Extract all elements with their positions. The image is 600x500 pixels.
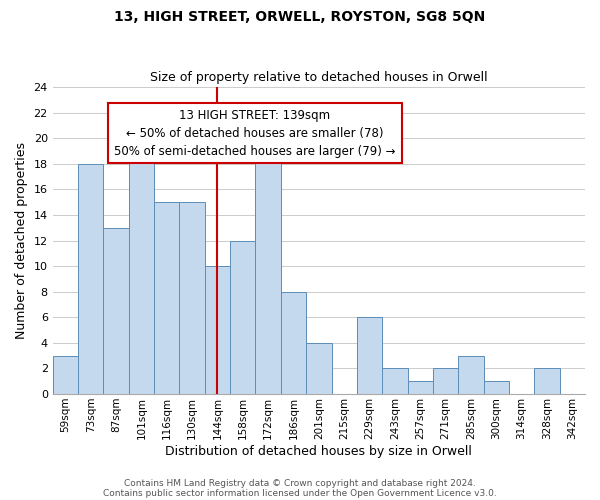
Bar — [78, 164, 103, 394]
Bar — [103, 228, 129, 394]
Bar — [129, 151, 154, 394]
Bar — [407, 382, 433, 394]
Text: 13 HIGH STREET: 139sqm
← 50% of detached houses are smaller (78)
50% of semi-det: 13 HIGH STREET: 139sqm ← 50% of detached… — [114, 108, 396, 158]
Bar — [306, 343, 332, 394]
Text: Contains HM Land Registry data © Crown copyright and database right 2024.: Contains HM Land Registry data © Crown c… — [124, 478, 476, 488]
Bar — [535, 368, 560, 394]
Text: 13, HIGH STREET, ORWELL, ROYSTON, SG8 5QN: 13, HIGH STREET, ORWELL, ROYSTON, SG8 5Q… — [115, 10, 485, 24]
Bar — [230, 240, 256, 394]
Bar — [458, 356, 484, 394]
Text: Contains public sector information licensed under the Open Government Licence v3: Contains public sector information licen… — [103, 488, 497, 498]
Bar — [484, 382, 509, 394]
Bar — [154, 202, 179, 394]
Title: Size of property relative to detached houses in Orwell: Size of property relative to detached ho… — [150, 72, 488, 85]
Bar — [433, 368, 458, 394]
Bar — [53, 356, 78, 394]
X-axis label: Distribution of detached houses by size in Orwell: Distribution of detached houses by size … — [166, 444, 472, 458]
Bar — [256, 138, 281, 394]
Bar — [357, 318, 382, 394]
Bar — [205, 266, 230, 394]
Bar — [382, 368, 407, 394]
Y-axis label: Number of detached properties: Number of detached properties — [15, 142, 28, 339]
Bar — [281, 292, 306, 394]
Bar — [179, 202, 205, 394]
